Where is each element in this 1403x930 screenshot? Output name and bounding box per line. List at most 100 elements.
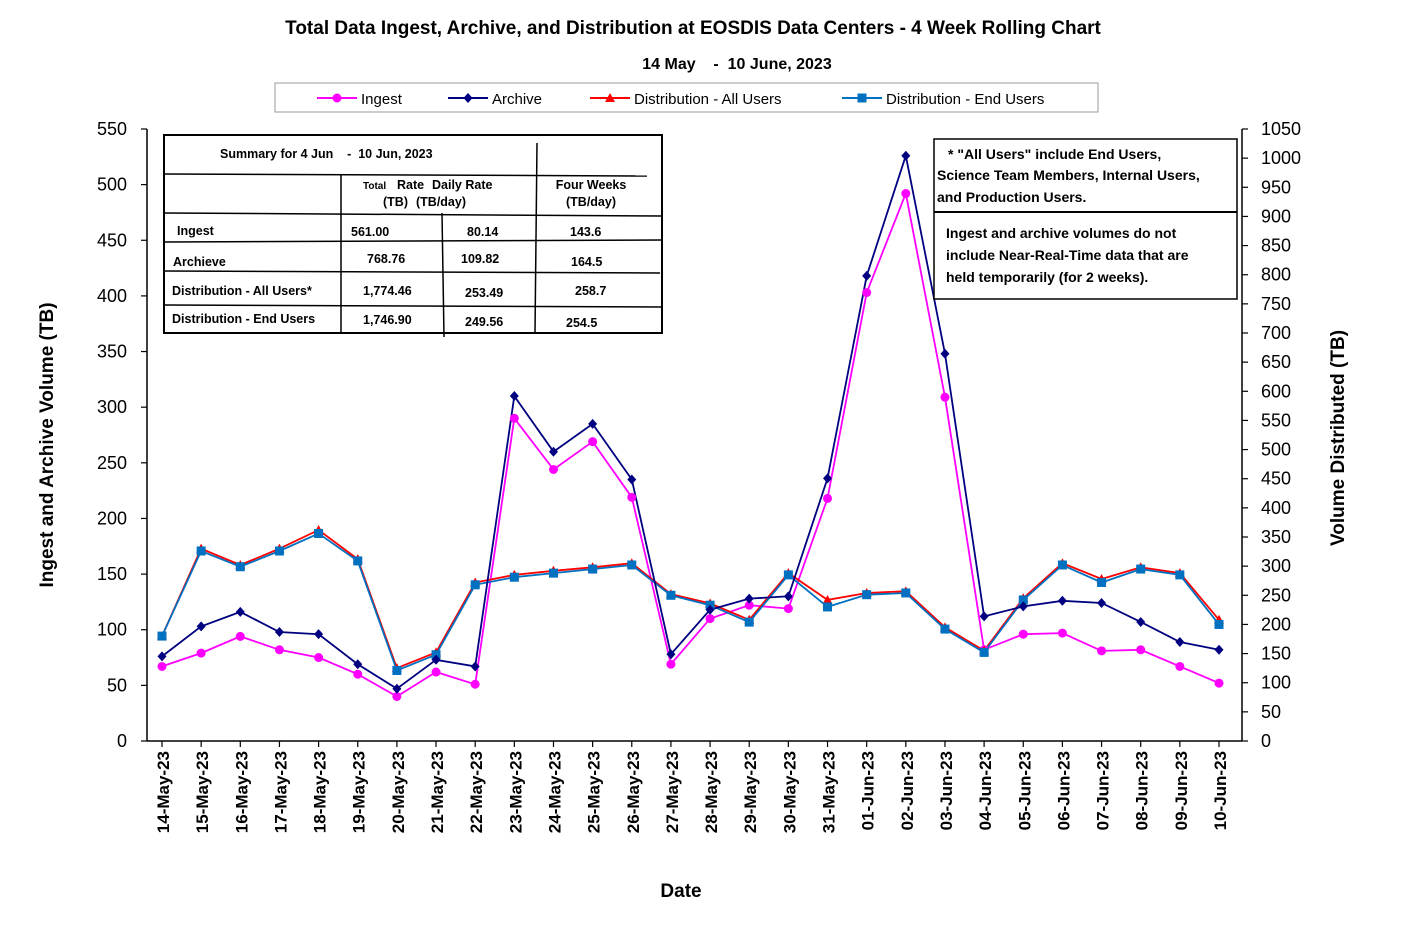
data-point-distribution-end-users	[353, 556, 363, 566]
x-tick-label: 30-May-23	[780, 751, 799, 833]
summary-row-four: 143.6	[570, 225, 601, 239]
left-y-axis-label: Ingest and Archive Volume (TB)	[37, 302, 58, 587]
left-y-tick-label: 250	[97, 453, 127, 473]
data-point-distribution-end-users	[666, 590, 676, 600]
summary-row-total: 1,774.46	[363, 284, 412, 298]
legend-box	[274, 82, 1099, 113]
summary-col-total: Total	[363, 181, 386, 192]
data-point-ingest	[431, 667, 441, 677]
data-point-distribution-all-users	[822, 594, 833, 604]
right-y-tick-label: 650	[1261, 352, 1291, 372]
x-tick-label: 27-May-23	[663, 751, 682, 833]
x-tick-label: 24-May-23	[545, 751, 564, 833]
note-line: Ingest and archive volumes do not	[946, 225, 1177, 241]
x-tick-label: 29-May-23	[741, 751, 760, 833]
note-line: include Near-Real-Time data that are	[946, 247, 1189, 263]
summary-row-label: Ingest	[177, 224, 215, 238]
summary-row-daily: 249.56	[465, 315, 503, 329]
data-point-archive	[1018, 601, 1028, 612]
data-point-ingest	[588, 437, 598, 447]
legend-marker	[857, 93, 867, 103]
data-point-ingest	[470, 679, 480, 689]
left-y-tick-label: 100	[97, 620, 127, 640]
summary-row-total: 561.00	[351, 225, 389, 239]
data-point-archive	[1214, 644, 1224, 655]
x-tick-label: 16-May-23	[232, 751, 251, 833]
right-y-tick-label: 600	[1261, 381, 1291, 401]
data-point-archive	[274, 626, 284, 637]
data-point-distribution-end-users	[588, 564, 598, 574]
x-tick-label: 03-Jun-23	[937, 751, 956, 830]
note-line: held temporarily (for 2 weeks).	[946, 269, 1148, 285]
left-y-tick-label: 50	[107, 675, 127, 695]
data-point-distribution-end-users	[901, 588, 911, 598]
right-y-tick-label: 100	[1261, 673, 1291, 693]
right-y-tick-label: 350	[1261, 527, 1291, 547]
data-point-ingest	[940, 392, 950, 402]
data-point-ingest	[548, 464, 558, 474]
data-point-archive	[157, 651, 167, 662]
summary-row-total: 768.76	[367, 252, 405, 266]
data-point-ingest	[1097, 646, 1107, 656]
chart-subtitle: 14 May - 10 June, 2023	[642, 56, 832, 73]
data-point-ingest	[783, 604, 793, 614]
data-point-ingest	[196, 648, 206, 658]
right-y-tick-label: 1000	[1261, 148, 1301, 168]
data-point-distribution-end-users	[314, 529, 324, 539]
right-y-tick-label: 550	[1261, 410, 1291, 430]
data-point-distribution-end-users	[1018, 595, 1028, 605]
data-point-ingest	[509, 413, 519, 423]
data-point-archive	[470, 661, 480, 672]
data-point-ingest	[744, 600, 754, 610]
data-point-ingest	[1136, 645, 1146, 655]
legend-label: Ingest	[361, 91, 403, 108]
right-y-tick-label: 300	[1261, 556, 1291, 576]
data-point-archive	[353, 659, 363, 670]
summary-col-four-unit: (TB/day)	[566, 195, 616, 209]
right-y-tick-label: 950	[1261, 177, 1291, 197]
series-markers	[157, 150, 1224, 701]
x-tick-label: 20-May-23	[389, 751, 408, 833]
data-point-distribution-end-users	[548, 568, 558, 578]
data-point-distribution-end-users	[1136, 564, 1146, 574]
data-point-distribution-end-users	[1057, 560, 1067, 570]
x-tick-label: 06-Jun-23	[1054, 751, 1073, 830]
right-y-tick-label: 150	[1261, 644, 1291, 664]
data-point-distribution-end-users	[1097, 577, 1107, 587]
data-point-ingest	[1057, 628, 1067, 638]
data-point-ingest	[157, 661, 167, 671]
x-tick-label: 22-May-23	[467, 751, 486, 833]
data-point-distribution-end-users	[157, 631, 167, 641]
data-point-archive	[1136, 616, 1146, 627]
summary-table-title: Summary for 4 Jun - 10 Jun, 2023	[220, 147, 433, 161]
note-line: * "All Users" include End Users,	[948, 146, 1161, 162]
data-point-archive	[940, 348, 950, 359]
x-tick-label: 23-May-23	[506, 751, 525, 833]
left-y-tick-label: 500	[97, 175, 127, 195]
right-y-tick-labels: 0 50 100 150 200 250 300 350 400 450 500 550 600 650 7…	[1261, 119, 1301, 751]
data-point-ingest	[862, 288, 872, 298]
data-point-archive	[1175, 636, 1185, 647]
data-point-ingest	[823, 493, 833, 503]
x-tick-label: 28-May-23	[702, 751, 721, 833]
x-tick-label: 07-Jun-23	[1094, 751, 1113, 830]
data-point-distribution-end-users	[1175, 570, 1185, 580]
x-axis-label: Date	[660, 881, 701, 902]
left-y-tick-label: 150	[97, 564, 127, 584]
left-y-tick-label: 200	[97, 508, 127, 528]
data-point-distribution-end-users	[744, 617, 754, 627]
data-point-archive	[979, 611, 989, 622]
notes-frame	[933, 138, 1238, 300]
data-point-archive	[588, 418, 598, 429]
series-line-distribution-all-users	[161, 528, 1220, 670]
notes-box: * "All Users" include End Users, Science…	[933, 138, 1238, 300]
right-y-tick-label: 50	[1261, 702, 1281, 722]
x-tick-label: 17-May-23	[271, 751, 290, 833]
series-lines	[161, 152, 1220, 698]
data-point-archive	[823, 473, 833, 484]
data-point-ingest	[627, 492, 637, 502]
chart-title: Total Data Ingest, Archive, and Distribu…	[285, 18, 1101, 39]
data-point-archive	[666, 649, 676, 660]
x-tick-label: 14-May-23	[154, 751, 173, 833]
